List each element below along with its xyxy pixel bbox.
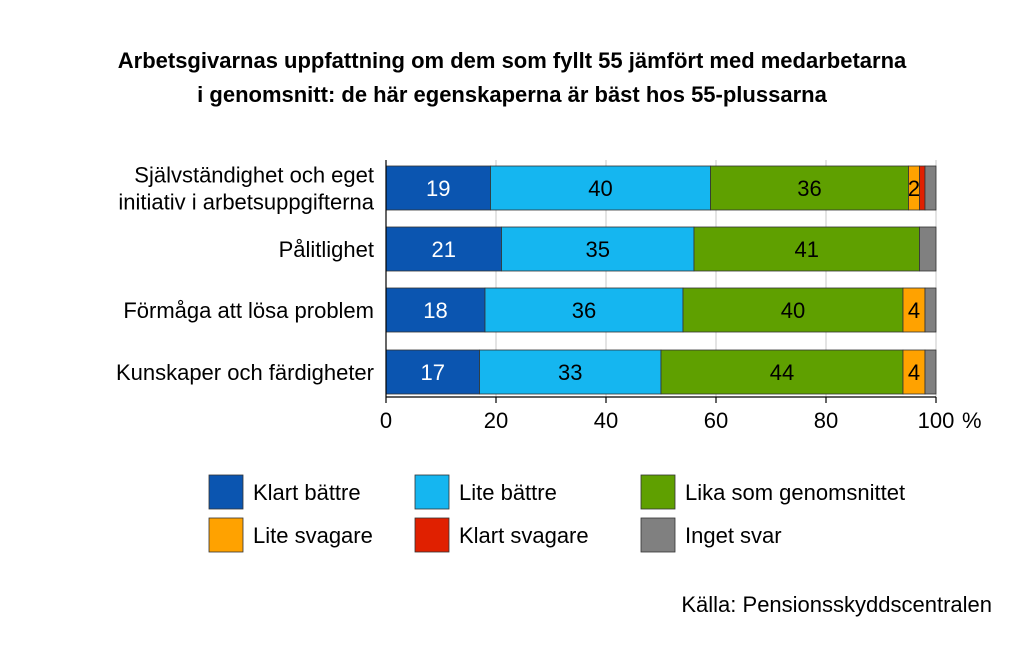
category-label: Självständighet och eget: [134, 163, 374, 188]
legend-label: Klart svagare: [459, 523, 589, 548]
x-tick-label: 20: [484, 408, 508, 433]
bar-segment: [484, 287, 684, 333]
legend-label: Klart bättre: [253, 480, 361, 505]
data-label: 41: [795, 237, 819, 262]
legend-swatch: [640, 517, 676, 553]
x-axis-unit: %: [962, 408, 982, 433]
category-label: Förmåga att lösa problem: [123, 298, 374, 323]
data-label: 44: [770, 360, 794, 385]
bar-segment: [924, 287, 937, 333]
chart-title-line-1: Arbetsgivarnas uppfattning om dem som fy…: [117, 48, 907, 73]
chart-title-line-2: i genomsnitt: de här egenskaperna är bäs…: [197, 82, 827, 107]
x-tick-label: 40: [594, 408, 618, 433]
x-tick-label: 60: [704, 408, 728, 433]
legend-label: Lite bättre: [459, 480, 557, 505]
bar-segment: [924, 349, 937, 395]
legend-swatch: [414, 474, 450, 510]
legend-label: Lite svagare: [253, 523, 373, 548]
bar-segment: [710, 165, 909, 211]
data-label: 40: [588, 176, 612, 201]
data-label: 21: [432, 237, 456, 262]
data-label: 18: [423, 298, 447, 323]
data-label: 35: [586, 237, 610, 262]
data-label: 4: [908, 360, 920, 385]
data-label: 19: [426, 176, 450, 201]
bar-segment: [385, 349, 480, 395]
category-label: initiativ i arbetsuppgifterna: [118, 190, 374, 215]
source-note: Källa: Pensionsskyddscentralen: [681, 592, 992, 617]
legend-label: Lika som genomsnittet: [685, 480, 905, 505]
x-tick-label: 0: [380, 408, 392, 433]
x-tick-label: 80: [814, 408, 838, 433]
data-label: 40: [781, 298, 805, 323]
data-label: 36: [572, 298, 596, 323]
category-label: Kunskaper och färdigheter: [116, 360, 374, 385]
category-label: Pålitlighet: [279, 237, 374, 262]
legend-swatch: [208, 474, 244, 510]
bar-segment: [660, 349, 904, 395]
x-tick-label: 100: [918, 408, 955, 433]
bar-segment: [682, 287, 904, 333]
bar-segment: [919, 226, 937, 272]
bar-segment: [385, 165, 491, 211]
data-label: 33: [558, 360, 582, 385]
data-label: 4: [908, 298, 920, 323]
chart-title: Arbetsgivarnas uppfattning om dem som fy…: [0, 44, 1024, 112]
legend-label: Inget svar: [685, 523, 782, 548]
legend-swatch: [208, 517, 244, 553]
data-label: 17: [421, 360, 445, 385]
data-label: 2: [908, 176, 920, 201]
bar-segment: [490, 165, 711, 211]
bar-segment: [924, 165, 937, 211]
bar-segment: [385, 287, 486, 333]
legend-swatch: [640, 474, 676, 510]
legend-swatch: [414, 517, 450, 553]
bar-segment: [919, 165, 926, 211]
data-label: 36: [797, 176, 821, 201]
bar-segment: [479, 349, 662, 395]
